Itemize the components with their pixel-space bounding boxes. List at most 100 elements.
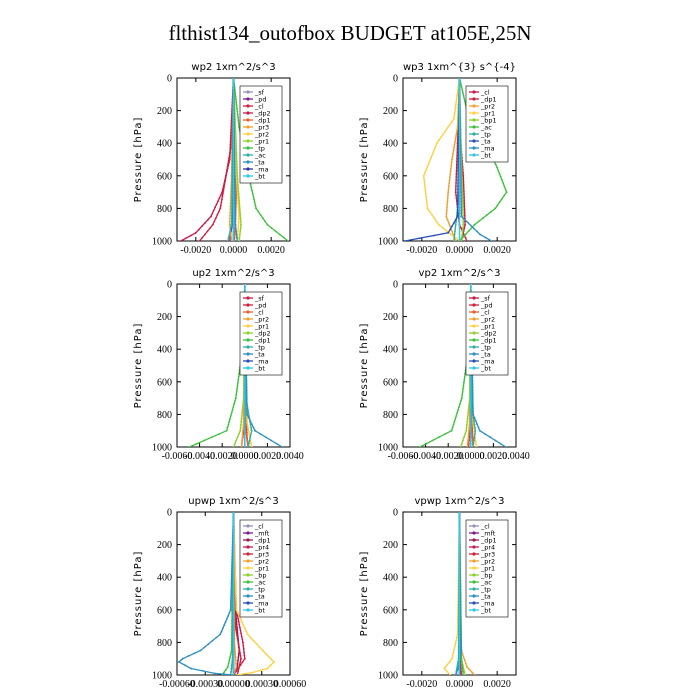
series-point [232,616,235,619]
series-point [229,608,232,611]
series-point [468,400,471,402]
legend-marker [246,552,250,556]
legend-label: _bp1 [480,116,497,124]
legend-label: _cl [254,102,264,110]
series-point [460,200,463,203]
series-point [458,571,461,574]
series-point [458,671,461,673]
series-point [442,133,445,135]
series-point [237,381,239,384]
series-point [201,236,204,239]
series-point [231,567,233,570]
panel-title: vpwp 1xm^2/s^3 [414,496,504,507]
series-point [270,227,273,229]
series-point [482,217,484,220]
series-point [247,430,250,433]
y-tick-label: 800 [157,410,172,421]
series-point [451,426,454,429]
series-point [462,388,464,390]
series-point [270,658,273,660]
series-point [460,215,463,218]
series-point [201,225,203,228]
series-point [458,228,461,230]
series-point [231,190,233,193]
legend: _sf_pd_cl_dp2_dp1_pr3_pr2_pr1_tp_ac_ta_m… [239,85,283,184]
series-point [455,179,458,181]
series-point [498,201,501,203]
series-point [458,598,461,601]
series-point [264,436,267,439]
series-point [248,439,251,442]
series-point [463,208,466,211]
series-point [188,446,191,447]
series-point [471,383,474,385]
series-point [448,185,450,188]
series-point [460,227,462,229]
series-point [207,218,209,221]
x-tick-label: 0.0020 [480,451,508,462]
series-point [461,667,464,670]
series-point [450,120,453,123]
series-point [230,597,232,599]
series-point [453,648,455,651]
series-point [469,437,472,439]
x-tick-label: 0.0000 [446,245,474,256]
legend-marker [472,90,476,94]
series-point [247,412,250,414]
series-point [461,197,464,199]
series-point [458,653,461,655]
series-point [460,397,463,399]
series-point [232,556,235,559]
series-point [458,212,461,215]
series-point [232,550,235,553]
series-point [232,173,235,176]
series-point [458,173,461,176]
legend-marker [472,594,476,598]
series-point [232,662,235,664]
legend-marker [472,324,476,328]
series-point [469,425,472,427]
series-point [458,616,461,619]
series-point [475,446,478,447]
series-point [234,397,237,399]
series-point [458,182,461,185]
series-point [245,398,248,401]
series-point [234,558,236,561]
series-point [457,176,459,179]
series-point [489,436,492,439]
series-point [418,237,421,240]
series-point [267,655,270,658]
series-point [451,155,454,158]
series-point [255,207,257,210]
series-point [197,228,200,231]
series-point [241,409,244,411]
series-point [473,227,475,230]
series-point [458,583,461,586]
series-point [239,626,241,629]
series-point [243,437,246,439]
series-point [449,170,452,173]
series-point [238,240,240,241]
series-point [241,433,244,436]
series-point [472,413,474,416]
series-point [211,223,214,226]
panel-title: vp2 1xm^2/s^3 [419,268,501,279]
legend-label: _pr2 [480,102,495,110]
series-point [240,423,242,426]
legend-marker [246,90,250,94]
x-tick-label: 0.0000 [220,245,248,256]
series-point [423,177,425,180]
series-point [235,148,238,151]
series-point [232,610,235,613]
series-point [220,201,223,204]
series-point [234,582,237,584]
series-point [232,406,235,408]
series-point [456,91,459,94]
series-point [237,224,240,227]
series-point [234,567,237,570]
legend-marker [246,338,250,342]
series-point [259,669,261,672]
series-line-dp1 [419,284,472,447]
series-point [458,191,461,194]
series-point [238,623,241,626]
